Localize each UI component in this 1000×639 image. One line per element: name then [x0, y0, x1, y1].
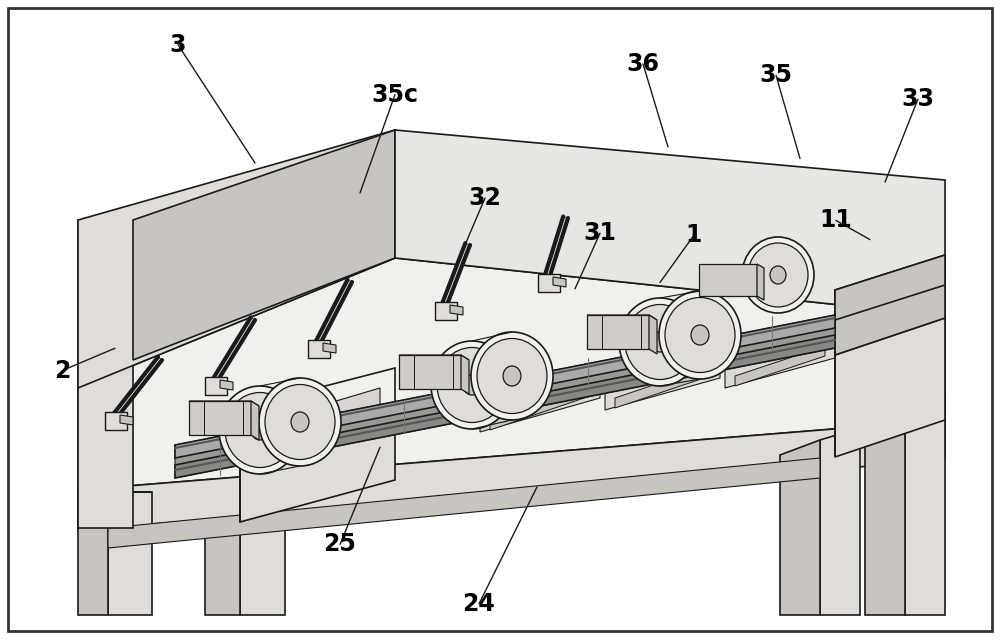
Polygon shape: [605, 358, 720, 410]
Text: 3: 3: [170, 33, 186, 57]
Polygon shape: [120, 415, 133, 425]
Polygon shape: [78, 130, 395, 388]
Polygon shape: [538, 274, 560, 292]
Polygon shape: [175, 315, 835, 478]
Polygon shape: [553, 277, 566, 287]
Text: 33: 33: [902, 87, 934, 111]
Ellipse shape: [225, 392, 295, 468]
Polygon shape: [240, 368, 395, 450]
Polygon shape: [220, 380, 233, 390]
Ellipse shape: [259, 378, 341, 466]
Polygon shape: [461, 355, 469, 394]
Polygon shape: [735, 346, 825, 386]
Polygon shape: [111, 357, 162, 420]
Ellipse shape: [665, 298, 735, 373]
Ellipse shape: [471, 332, 553, 420]
Polygon shape: [395, 130, 945, 316]
Polygon shape: [649, 315, 657, 354]
Polygon shape: [543, 217, 568, 282]
Text: 36: 36: [626, 52, 660, 76]
Text: 1: 1: [686, 223, 702, 247]
Polygon shape: [820, 428, 860, 615]
Polygon shape: [780, 440, 820, 615]
Polygon shape: [78, 220, 133, 528]
Polygon shape: [255, 388, 380, 452]
Text: 31: 31: [584, 221, 616, 245]
Ellipse shape: [437, 348, 507, 422]
Polygon shape: [133, 130, 395, 360]
Ellipse shape: [291, 412, 309, 432]
Ellipse shape: [742, 237, 814, 313]
Polygon shape: [699, 264, 757, 296]
Text: 24: 24: [463, 592, 495, 616]
Ellipse shape: [748, 243, 808, 307]
Ellipse shape: [463, 375, 481, 395]
Polygon shape: [757, 264, 764, 300]
Text: 35: 35: [760, 63, 792, 88]
Polygon shape: [480, 378, 600, 432]
Polygon shape: [399, 355, 461, 389]
Ellipse shape: [251, 420, 269, 440]
Polygon shape: [78, 420, 945, 530]
Text: 35c: 35c: [372, 82, 418, 107]
Ellipse shape: [477, 339, 547, 413]
Polygon shape: [587, 315, 657, 320]
Polygon shape: [865, 412, 905, 615]
Polygon shape: [78, 492, 108, 615]
Polygon shape: [490, 386, 590, 430]
Polygon shape: [189, 401, 259, 406]
Polygon shape: [399, 355, 469, 360]
Polygon shape: [105, 412, 127, 430]
Ellipse shape: [625, 305, 695, 380]
Polygon shape: [251, 401, 259, 440]
Ellipse shape: [503, 366, 521, 386]
Ellipse shape: [651, 332, 669, 352]
Ellipse shape: [431, 341, 513, 429]
Polygon shape: [450, 305, 463, 315]
Polygon shape: [323, 343, 336, 353]
Polygon shape: [835, 318, 945, 457]
Polygon shape: [905, 398, 945, 615]
Text: 2: 2: [54, 358, 70, 383]
Polygon shape: [835, 255, 945, 320]
Polygon shape: [835, 255, 945, 355]
Polygon shape: [205, 528, 240, 615]
Polygon shape: [189, 401, 251, 435]
Polygon shape: [615, 366, 710, 408]
Ellipse shape: [265, 385, 335, 459]
Ellipse shape: [691, 325, 709, 345]
Ellipse shape: [619, 298, 701, 386]
Polygon shape: [108, 458, 820, 548]
Polygon shape: [78, 258, 945, 490]
Text: 32: 32: [469, 186, 501, 210]
Polygon shape: [205, 377, 227, 395]
Ellipse shape: [770, 266, 786, 284]
Polygon shape: [240, 515, 285, 615]
Text: 11: 11: [820, 208, 852, 233]
Polygon shape: [435, 302, 457, 320]
Ellipse shape: [219, 386, 301, 474]
Polygon shape: [314, 280, 352, 348]
Polygon shape: [175, 335, 835, 478]
Polygon shape: [308, 340, 330, 358]
Polygon shape: [440, 243, 470, 310]
Polygon shape: [587, 315, 649, 349]
Polygon shape: [725, 338, 835, 388]
Polygon shape: [240, 408, 395, 522]
Polygon shape: [211, 318, 255, 385]
Ellipse shape: [659, 291, 741, 379]
Text: 25: 25: [324, 532, 356, 557]
Polygon shape: [108, 492, 152, 615]
Polygon shape: [175, 315, 835, 458]
